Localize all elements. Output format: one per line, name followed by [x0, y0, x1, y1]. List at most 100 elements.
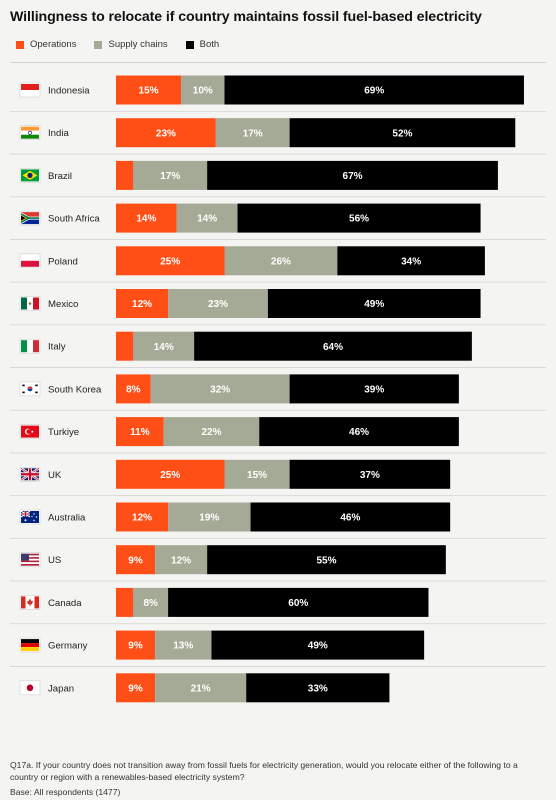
- row-poland: Poland 25% 26% 34%: [10, 239, 546, 276]
- data-label-supply-chains-brazil: 17%: [160, 171, 180, 182]
- legend-swatch-both: [185, 40, 194, 49]
- bar-operations-australia: [116, 502, 169, 532]
- bar-operations-japan: [116, 673, 156, 703]
- data-label-both-south-korea: 39%: [364, 385, 384, 396]
- bar-both-indonesia: [224, 75, 524, 105]
- data-label-supply-chains-india: 17%: [243, 128, 263, 139]
- data-label-supply-chains-italy: 14%: [154, 342, 174, 353]
- data-label-operations-uk: 25%: [160, 470, 180, 481]
- category-label-us: US: [48, 555, 61, 566]
- data-label-both-germany: 49%: [308, 641, 328, 652]
- bar-both-us: [207, 545, 446, 575]
- bar-supply-chains-japan: [155, 673, 247, 703]
- bar-both-canada: [168, 587, 429, 617]
- data-label-supply-chains-us: 12%: [171, 555, 191, 566]
- data-label-supply-chains-japan: 21%: [191, 683, 211, 694]
- bar-operations-indonesia: [116, 75, 182, 105]
- bar-supply-chains-canada: [133, 587, 169, 617]
- row-canada: Canada 8% 60%: [10, 580, 546, 617]
- data-label-operations-india: 23%: [156, 128, 176, 139]
- category-label-japan: Japan: [48, 683, 74, 694]
- bar-both-turkiye: [259, 417, 459, 447]
- category-label-italy: Italy: [48, 342, 66, 353]
- bar-supply-chains-us: [155, 545, 208, 575]
- uk-flag: [19, 466, 41, 482]
- data-label-both-india: 52%: [392, 128, 412, 139]
- category-label-india: India: [48, 128, 69, 139]
- bar-operations-canada: [116, 587, 134, 617]
- data-label-operations-mexico: 12%: [132, 299, 152, 310]
- chart-title: Willingness to relocate if country maint…: [10, 9, 482, 25]
- data-label-both-indonesia: 69%: [364, 86, 384, 97]
- category-label-germany: Germany: [48, 641, 88, 652]
- canada-flag: [19, 595, 41, 610]
- bar-both-italy: [194, 331, 472, 361]
- bar-operations-south-korea: [116, 374, 151, 404]
- bar-both-australia: [250, 502, 451, 532]
- japan-flag: [19, 680, 41, 696]
- legend-item-supply-chains: Supply chains: [94, 39, 168, 50]
- data-label-both-us: 55%: [316, 555, 336, 566]
- data-label-both-brazil: 67%: [343, 171, 363, 182]
- bar-supply-chains-south-korea: [150, 374, 290, 404]
- category-label-canada: Canada: [48, 598, 82, 609]
- brazil-flag: [19, 168, 41, 183]
- data-label-supply-chains-indonesia: 10%: [193, 86, 213, 97]
- bar-operations-italy: [116, 331, 134, 361]
- row-south-korea: South Korea 8% 32% 39%: [10, 367, 546, 404]
- bar-supply-chains-brazil: [133, 160, 208, 190]
- data-label-both-canada: 60%: [288, 598, 308, 609]
- category-label-uk: UK: [48, 470, 62, 481]
- data-label-supply-chains-turkiye: 22%: [201, 427, 221, 438]
- legend-label-operations: Operations: [30, 39, 77, 50]
- bar-supply-chains-south-africa: [176, 203, 238, 233]
- bar-operations-us: [116, 545, 156, 575]
- bar-operations-mexico: [116, 289, 169, 318]
- data-label-operations-japan: 9%: [128, 683, 143, 694]
- legend-label-both: Both: [199, 39, 220, 50]
- mexico-flag: [19, 296, 41, 311]
- data-label-both-japan: 33%: [308, 683, 328, 694]
- legend-label-supply-chains: Supply chains: [108, 39, 168, 50]
- bar-both-mexico: [267, 289, 481, 318]
- data-label-supply-chains-poland: 26%: [271, 256, 291, 267]
- data-label-both-turkiye: 46%: [349, 427, 369, 438]
- us-flag: [19, 552, 41, 568]
- bar-operations-turkiye: [116, 417, 164, 447]
- data-label-operations-poland: 25%: [160, 256, 180, 267]
- bar-both-uk: [289, 459, 451, 489]
- bar-operations-poland: [116, 246, 225, 276]
- data-label-operations-turkiye: 11%: [130, 427, 150, 438]
- row-mexico: Mexico 12% 23% 49%: [10, 281, 546, 318]
- row-uk: UK 25% 15% 37%: [10, 452, 546, 489]
- category-label-south-korea: South Korea: [48, 384, 102, 395]
- bar-both-brazil: [207, 160, 498, 190]
- data-label-both-mexico: 49%: [364, 299, 384, 310]
- data-label-operations-south-africa: 14%: [136, 214, 156, 225]
- category-label-poland: Poland: [48, 256, 78, 267]
- legend-swatch-supply-chains: [94, 40, 103, 49]
- bar-both-germany: [211, 630, 425, 660]
- category-label-brazil: Brazil: [48, 171, 72, 182]
- indonesia-flag: [19, 82, 41, 98]
- data-label-operations-south-korea: 8%: [126, 385, 141, 396]
- bar-both-japan: [246, 673, 390, 703]
- row-japan: Japan 9% 21% 33%: [10, 666, 546, 703]
- bar-both-south-korea: [289, 374, 459, 404]
- bar-operations-uk: [116, 459, 225, 489]
- data-label-operations-germany: 9%: [128, 641, 143, 652]
- category-label-australia: Australia: [48, 513, 86, 524]
- row-south-africa: South Africa 14% 14% 56%: [10, 196, 546, 233]
- bar-operations-south-africa: [116, 203, 177, 233]
- bar-supply-chains-italy: [133, 331, 195, 361]
- data-label-supply-chains-south-korea: 32%: [210, 385, 230, 396]
- data-label-both-south-africa: 56%: [349, 214, 369, 225]
- bar-operations-germany: [116, 630, 156, 660]
- bar-supply-chains-mexico: [168, 289, 268, 318]
- data-label-both-australia: 46%: [340, 513, 360, 524]
- bar-supply-chains-australia: [168, 502, 251, 532]
- south-africa-flag: [19, 210, 41, 226]
- germany-flag: [19, 637, 41, 653]
- data-label-both-uk: 37%: [360, 470, 380, 481]
- data-label-supply-chains-germany: 13%: [173, 641, 193, 652]
